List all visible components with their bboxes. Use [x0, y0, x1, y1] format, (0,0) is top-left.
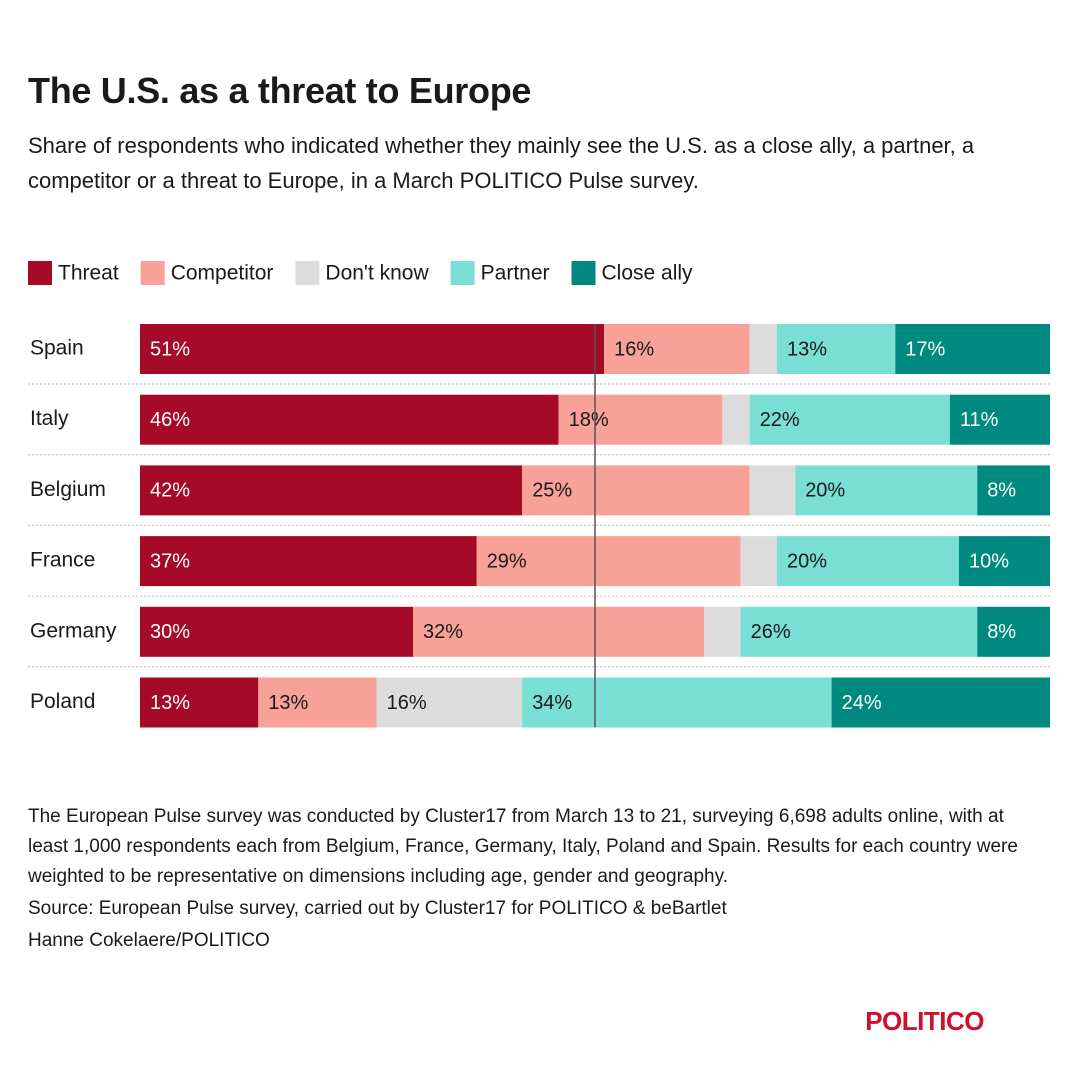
data-label: 13%	[268, 692, 308, 714]
data-label: 46%	[150, 409, 190, 431]
legend-label: Close ally	[602, 262, 694, 285]
y-tick-label: France	[30, 549, 95, 572]
bar-segment	[140, 324, 605, 374]
bar-segment	[749, 394, 950, 445]
bar-segment	[740, 606, 978, 657]
data-label: 25%	[532, 480, 572, 502]
data-label: 42%	[150, 480, 190, 502]
source: Source: European Pulse survey, carried o…	[28, 898, 727, 919]
y-tick-label: Germany	[30, 619, 117, 642]
bar-segment	[949, 394, 1050, 445]
data-label: 8%	[987, 480, 1016, 502]
data-label: 8%	[987, 621, 1016, 643]
legend-swatch	[295, 261, 320, 285]
y-tick-label: Italy	[30, 407, 69, 430]
legend-label: Partner	[481, 262, 550, 285]
legend-label: Don't know	[325, 262, 429, 285]
bar-segment	[831, 677, 1050, 728]
bar-segment	[140, 606, 413, 657]
bar-segment	[795, 465, 978, 516]
legend-label: Threat	[58, 262, 119, 285]
legend-swatch	[450, 261, 475, 285]
logo: POLITICO	[865, 1006, 984, 1036]
data-label: 37%	[150, 550, 190, 572]
note: The European Pulse survey was conducted …	[28, 806, 1018, 887]
bar-segment	[959, 536, 1050, 587]
bar-segment	[777, 536, 959, 587]
data-label: 29%	[487, 550, 527, 572]
data-label: 24%	[842, 692, 882, 714]
y-tick-label: Spain	[30, 337, 84, 360]
bar-segment	[740, 536, 777, 587]
bar-segment	[604, 324, 750, 374]
chart-title: The U.S. as a threat to Europe	[28, 70, 532, 111]
data-label: 20%	[787, 550, 827, 572]
y-tick-label: Poland	[30, 690, 95, 713]
data-label: 32%	[423, 621, 463, 643]
data-label: 51%	[150, 338, 190, 360]
bar-segment	[140, 536, 477, 587]
data-label: 26%	[751, 621, 791, 643]
legend-swatch	[28, 261, 52, 285]
chart-subtitle: Share of respondents who indicated wheth…	[28, 133, 975, 193]
bar-segment	[522, 465, 750, 516]
data-label: 34%	[532, 692, 572, 714]
bar-segment	[704, 606, 741, 657]
data-label: 17%	[905, 338, 945, 360]
credit: Hanne Cokelaere/POLITICO	[28, 930, 270, 951]
bar-segment	[977, 606, 1050, 657]
bar-segment	[777, 324, 896, 374]
data-label: 10%	[969, 550, 1009, 572]
data-label: 13%	[787, 338, 827, 360]
bar-segment	[413, 606, 705, 657]
bar-segment	[522, 677, 832, 728]
bar-segment	[749, 324, 777, 374]
data-label: 16%	[387, 692, 427, 714]
data-label: 11%	[960, 409, 999, 431]
legend-swatch	[140, 261, 165, 285]
data-label: 18%	[569, 409, 609, 431]
legend-label: Competitor	[171, 262, 274, 285]
bar-segment	[722, 394, 750, 445]
bar-segment	[376, 677, 523, 728]
y-tick-label: Belgium	[30, 478, 106, 501]
data-label: 30%	[150, 621, 190, 643]
bar-segment	[140, 465, 523, 516]
data-label: 20%	[805, 480, 845, 502]
bar-segment	[476, 536, 741, 587]
data-label: 22%	[760, 409, 800, 431]
legend-swatch	[571, 261, 596, 285]
bar-segment	[558, 394, 723, 445]
bar-segment	[895, 324, 1050, 374]
bar-segment	[977, 465, 1050, 516]
bar-segment	[749, 465, 796, 516]
data-label: 13%	[150, 692, 190, 714]
bar-segment	[140, 394, 559, 445]
bar-segment	[140, 677, 259, 728]
data-label: 16%	[614, 338, 654, 360]
bar-segment	[258, 677, 377, 728]
